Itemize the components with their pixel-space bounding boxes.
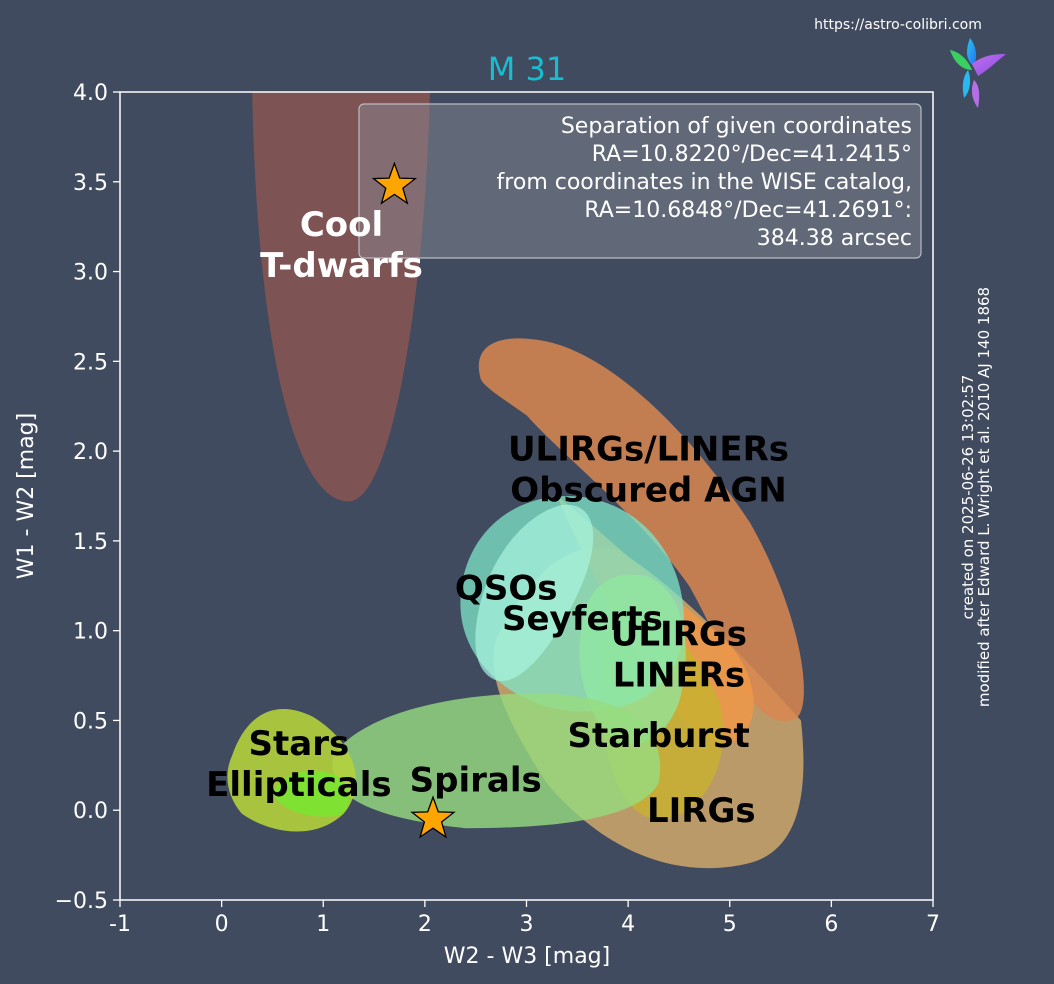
x-tick-label: -1 (109, 912, 131, 937)
y-axis-label: W1 - W2 [mag] (14, 413, 39, 579)
region-ulirgs-liners-obscured-agn (478, 338, 804, 722)
y-tick-label: 2.0 (73, 440, 108, 465)
region-label: Seyferts (502, 599, 663, 639)
region-label: T-dwarfs (260, 246, 423, 286)
y-tick-label: 4.0 (73, 81, 108, 106)
region-label: LIRGs (647, 791, 756, 831)
x-tick-label: 1 (316, 912, 330, 937)
y-axis-ticks: −0.5 0.0 0.5 1.0 1.5 2.0 2.5 3.0 3.5 4.0 (55, 81, 120, 914)
x-axis-label: W2 - W3 [mag] (444, 944, 610, 969)
annotation-line: 384.38 arcsec (757, 226, 912, 251)
region-spirals (332, 693, 661, 829)
annotation-line: Separation of given coordinates (561, 114, 912, 139)
chart-title: M 31 (488, 50, 567, 88)
x-tick-label: 5 (723, 912, 737, 937)
region-seyferts (579, 574, 686, 745)
side-note-line: modified after Edward L. Wright et al. 2… (975, 287, 993, 707)
y-tick-label: 1.5 (73, 530, 108, 555)
x-tick-label: 0 (215, 912, 229, 937)
x-tick-label: 6 (824, 912, 838, 937)
annotation-box: Separation of given coordinates RA=10.82… (358, 103, 922, 259)
x-tick-label: 7 (926, 912, 940, 937)
x-tick-label: 4 (621, 912, 635, 937)
y-tick-label: −0.5 (55, 889, 108, 914)
annotation-line: from coordinates in the WISE catalog, (497, 170, 912, 195)
region-label: Stars (249, 724, 350, 764)
x-tick-label: 2 (418, 912, 432, 937)
region-label: Starburst (567, 716, 749, 756)
side-note: created on 2025-06-26 13:02:57 modified … (959, 287, 993, 707)
region-ellipticals-core (272, 770, 350, 817)
region-qsos-highlight (475, 504, 594, 682)
region-label: Cool (300, 205, 383, 245)
region-label: Spirals (410, 761, 542, 801)
side-note-line: created on 2025-06-26 13:02:57 (959, 375, 977, 620)
x-axis-ticks: -1 0 1 2 3 4 5 6 7 (109, 900, 940, 937)
y-tick-label: 3.5 (73, 171, 108, 196)
region-label: ULIRGs (611, 615, 747, 655)
star-marker (371, 161, 418, 205)
star-marker (410, 795, 456, 839)
region-label: Ellipticals (206, 765, 391, 805)
region-layer (227, 92, 804, 869)
y-tick-label: 0.0 (73, 799, 108, 824)
logo-hummingbird-icon (950, 38, 1006, 108)
region-label: Obscured AGN (510, 471, 787, 511)
annotation-line: RA=10.8220°/Dec=41.2415° (592, 142, 912, 167)
marker-layer (371, 161, 456, 839)
annotation-line: RA=10.6848°/Dec=41.2691°: (584, 198, 912, 223)
source-url[interactable]: https://astro-colibri.com (814, 17, 982, 33)
region-label: ULIRGs/LINERs (508, 430, 789, 470)
y-tick-label: 1.0 (73, 620, 108, 645)
region-label: LINERs (613, 656, 745, 696)
y-tick-label: 2.5 (73, 350, 108, 375)
y-tick-label: 3.0 (73, 261, 108, 286)
x-tick-label: 3 (520, 912, 534, 937)
y-tick-label: 0.5 (73, 709, 108, 734)
region-label: QSOs (455, 569, 558, 609)
